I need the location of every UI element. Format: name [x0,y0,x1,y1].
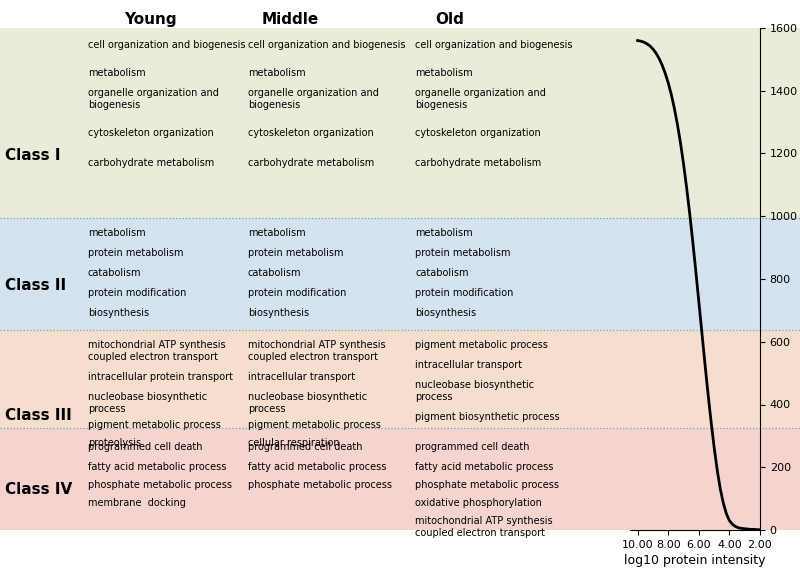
X-axis label: log10 protein intensity: log10 protein intensity [624,554,766,567]
Text: fatty acid metabolic process: fatty acid metabolic process [88,462,226,472]
Text: programmed cell death: programmed cell death [88,442,202,452]
Text: catabolism: catabolism [415,268,469,278]
Text: process: process [248,404,286,414]
Text: cytoskeleton organization: cytoskeleton organization [248,128,374,138]
Text: mitochondrial ATP synthesis: mitochondrial ATP synthesis [415,516,553,526]
Text: pigment metabolic process: pigment metabolic process [88,420,221,430]
Text: cellular respiration: cellular respiration [248,438,340,448]
Text: cytoskeleton organization: cytoskeleton organization [415,128,541,138]
Text: metabolism: metabolism [415,68,473,78]
Text: proteolysis: proteolysis [88,438,141,448]
Text: intracellular transport: intracellular transport [415,360,522,370]
Bar [630,428,760,530]
Text: metabolism: metabolism [248,228,306,238]
Text: Class III: Class III [5,407,72,423]
Text: biogenesis: biogenesis [88,100,140,110]
Text: membrane  docking: membrane docking [88,498,186,508]
Bar [630,28,760,218]
Text: pigment metabolic process: pigment metabolic process [415,340,548,350]
Text: catabolism: catabolism [248,268,302,278]
Text: biosynthesis: biosynthesis [415,308,476,318]
Text: catabolism: catabolism [88,268,142,278]
Text: carbohydrate metabolism: carbohydrate metabolism [88,158,214,168]
Text: protein metabolism: protein metabolism [248,248,343,258]
Text: intracellular transport: intracellular transport [248,372,355,382]
Text: mitochondrial ATP synthesis: mitochondrial ATP synthesis [248,340,386,350]
Bar [0,28,800,218]
Text: biosynthesis: biosynthesis [88,308,149,318]
Text: protein modification: protein modification [248,288,346,298]
Bar [630,218,760,330]
Bar [0,330,800,428]
Text: protein metabolism: protein metabolism [415,248,510,258]
Text: phosphate metabolic process: phosphate metabolic process [88,480,232,490]
Text: cell organization and biogenesis: cell organization and biogenesis [248,40,406,50]
Text: coupled electron transport: coupled electron transport [88,352,218,362]
Text: coupled electron transport: coupled electron transport [415,528,545,538]
Text: coupled electron transport: coupled electron transport [248,352,378,362]
Text: carbohydrate metabolism: carbohydrate metabolism [248,158,374,168]
Text: Old: Old [435,12,465,27]
Text: cell organization and biogenesis: cell organization and biogenesis [415,40,573,50]
Text: fatty acid metabolic process: fatty acid metabolic process [248,462,386,472]
Text: phosphate metabolic process: phosphate metabolic process [248,480,392,490]
Text: process: process [88,404,126,414]
Text: Class IV: Class IV [5,482,72,498]
Text: fatty acid metabolic process: fatty acid metabolic process [415,462,554,472]
Text: metabolism: metabolism [248,68,306,78]
Text: metabolism: metabolism [88,68,146,78]
Text: organelle organization and: organelle organization and [415,88,546,98]
Text: cell organization and biogenesis: cell organization and biogenesis [88,40,246,50]
Text: Young: Young [124,12,176,27]
Bar [0,0,800,28]
Text: Class II: Class II [5,278,66,293]
Text: Middle: Middle [262,12,318,27]
Text: metabolism: metabolism [88,228,146,238]
Text: protein metabolism: protein metabolism [88,248,183,258]
Text: Class I: Class I [5,148,61,162]
Text: oxidative phosphorylation: oxidative phosphorylation [415,498,542,508]
Text: pigment biosynthetic process: pigment biosynthetic process [415,412,560,422]
Text: biogenesis: biogenesis [248,100,300,110]
Text: protein modification: protein modification [88,288,186,298]
Text: pigment metabolic process: pigment metabolic process [248,420,381,430]
Bar [0,218,800,330]
Text: programmed cell death: programmed cell death [415,442,530,452]
Text: biogenesis: biogenesis [415,100,467,110]
Text: nucleobase biosynthetic: nucleobase biosynthetic [88,392,207,402]
Text: organelle organization and: organelle organization and [88,88,219,98]
Text: process: process [415,392,453,402]
Bar [630,330,760,428]
Text: intracellular protein transport: intracellular protein transport [88,372,233,382]
Text: carbohydrate metabolism: carbohydrate metabolism [415,158,542,168]
Text: cytoskeleton organization: cytoskeleton organization [88,128,214,138]
Text: biosynthesis: biosynthesis [248,308,309,318]
Text: nucleobase biosynthetic: nucleobase biosynthetic [248,392,367,402]
Text: nucleobase biosynthetic: nucleobase biosynthetic [415,380,534,390]
Text: mitochondrial ATP synthesis: mitochondrial ATP synthesis [88,340,226,350]
Text: phosphate metabolic process: phosphate metabolic process [415,480,559,490]
Bar [0,428,800,530]
Text: metabolism: metabolism [415,228,473,238]
Text: organelle organization and: organelle organization and [248,88,379,98]
Text: protein modification: protein modification [415,288,514,298]
Text: programmed cell death: programmed cell death [248,442,362,452]
